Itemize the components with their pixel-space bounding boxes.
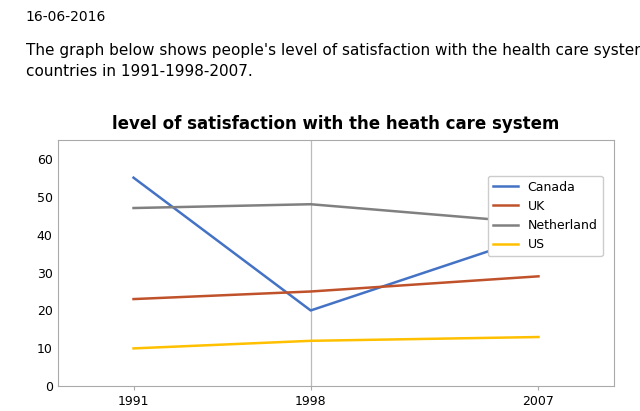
Title: level of satisfaction with the heath care system: level of satisfaction with the heath car… <box>112 115 560 133</box>
Legend: Canada, UK, Netherland, US: Canada, UK, Netherland, US <box>488 175 603 256</box>
Text: 16-06-2016: 16-06-2016 <box>26 10 106 24</box>
Text: The graph below shows people's level of satisfaction with the health care system: The graph below shows people's level of … <box>26 43 640 79</box>
